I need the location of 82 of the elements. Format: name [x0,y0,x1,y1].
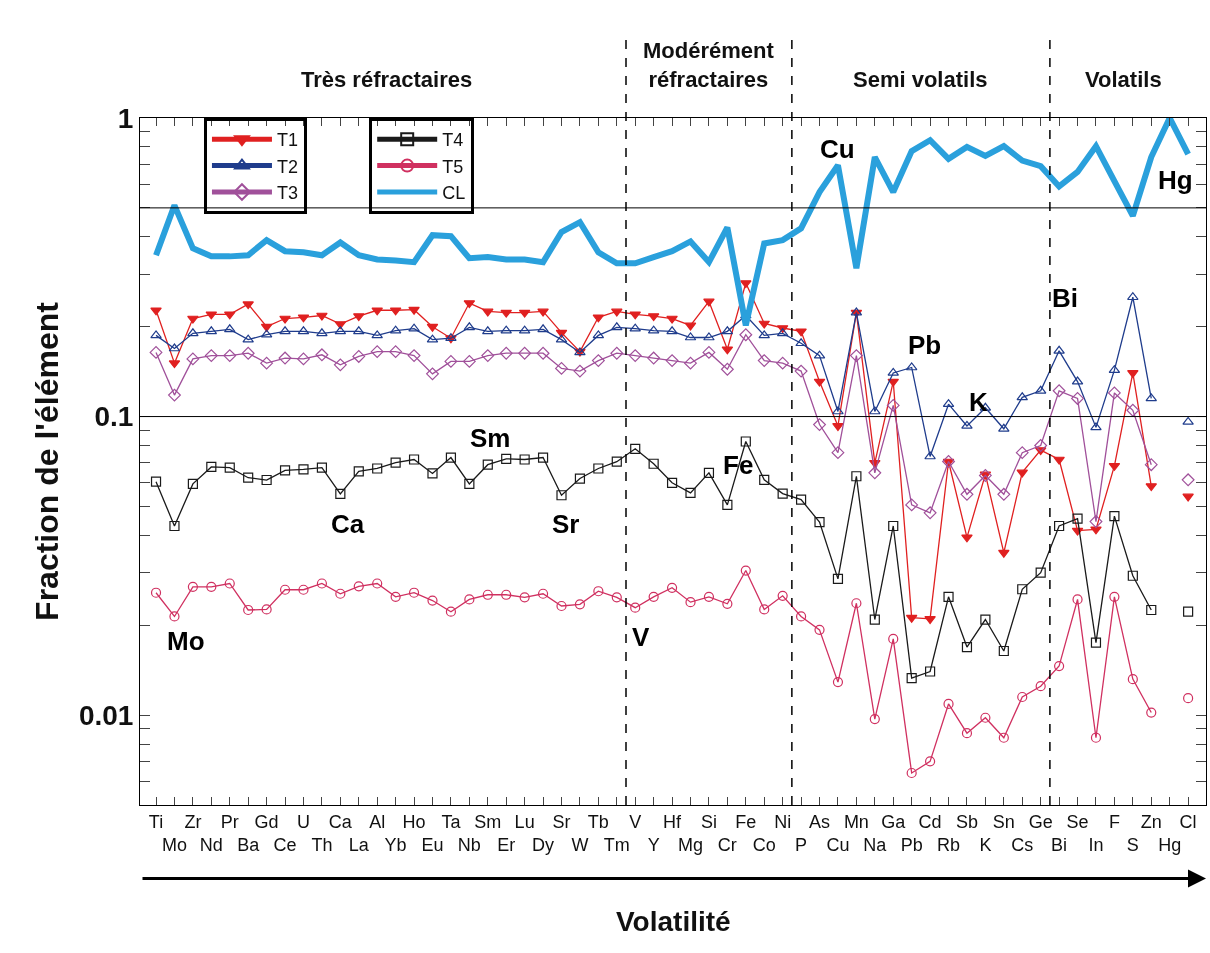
annotation: Ca [331,509,365,539]
x-tick-label: Ni [774,811,792,832]
x-tick-label: Bi [1051,835,1068,855]
x-tick-label: Y [647,835,660,855]
x-tick-label: Hg [1158,835,1182,855]
x-tick-label: K [979,835,992,855]
x-tick-label: Ba [237,835,261,855]
x-tick-label: Pr [220,811,239,832]
x-tick-label: Al [369,811,386,832]
legend-label: T5 [442,156,464,177]
x-tick-label: Gd [254,811,279,832]
text: Très réfractaires [301,67,473,92]
x-tick-label: Co [752,835,776,855]
x-tick-label: Tm [603,835,630,855]
x-tick-label: Sr [552,811,571,832]
x-tick-label: Si [700,811,717,832]
x-tick-label: F [1108,811,1120,832]
annotation: K [969,387,988,417]
y-tick-label: 0.01 [78,699,134,731]
x-tick-label: Se [1066,811,1089,832]
x-tick-label: Ca [328,811,353,832]
x-tick-label: Lu [514,811,535,832]
x-tick-label: Ta [441,811,462,832]
x-tick-label: Sm [474,811,502,832]
x-tick-label: La [348,835,370,855]
legend-label: T1 [276,130,298,151]
x-tick-label: Na [863,835,888,855]
y-tick-label: 0.1 [94,401,134,433]
x-tick-label: Th [311,835,333,855]
annotation: Pb [908,330,942,360]
x-tick-label: Ga [881,811,907,832]
legend-label: T4 [442,130,464,151]
annotation: Mo [167,626,205,656]
x-tick-label: Cr [717,835,737,855]
x-tick-label: As [809,811,831,832]
x-tick-label: Dy [532,835,555,855]
x-tick-label: Cs [1011,835,1034,855]
text: Volatils [1085,67,1162,92]
x-tick-label: W [571,835,589,855]
x-tick-label: Mo [161,835,187,855]
x-tick-label: Cd [918,811,942,832]
legend-label: T2 [276,156,298,177]
x-tick-label: Fe [735,811,757,832]
x-tick-label: Pb [900,835,923,855]
x-tick-label: P [795,835,808,855]
x-tick-label: S [1126,835,1139,855]
x-tick-label: Er [497,835,516,855]
x-tick-label: Zr [184,811,202,832]
x-tick-label: U [296,811,310,832]
x-tick-label: Nd [199,835,223,855]
x-tick-label: Ti [148,811,164,832]
text: Semi volatils [853,67,988,92]
x-axis-title: Volatilité [616,906,731,937]
annotation: V [632,622,650,652]
x-tick-label: In [1088,835,1104,855]
annotation: Cu [820,134,855,164]
x-tick-label: Ce [273,835,297,855]
legend-label: CL [442,183,466,204]
x-tick-label: Eu [421,835,444,855]
y-axis-title: Fraction de l'élément [29,301,66,621]
x-tick-label: V [629,811,642,832]
x-tick-label: Zn [1140,811,1162,832]
x-tick-label: Yb [384,835,407,855]
annotation: Sr [552,509,580,539]
x-tick-label: Rb [937,835,961,855]
x-tick-label: Hf [663,811,683,832]
text: Modérément réfractaires [643,38,775,92]
x-tick-label: Tb [587,811,609,832]
x-tick-label: Mg [678,835,704,855]
annotation: Sm [470,423,511,453]
legend-label: T3 [276,183,298,204]
x-tick-label: Ho [402,811,426,832]
x-tick-label: Nb [457,835,481,855]
x-tick-label: Cu [826,835,850,855]
y-tick-label: 1 [117,102,134,134]
x-tick-label: Ge [1028,811,1053,832]
annotation: Hg [1158,165,1193,195]
x-tick-label: Mn [843,811,869,832]
x-tick-label: Cl [1179,811,1197,832]
annotation: Bi [1052,283,1078,313]
x-tick-label: Sn [992,811,1015,832]
x-tick-label: Sb [955,811,978,832]
